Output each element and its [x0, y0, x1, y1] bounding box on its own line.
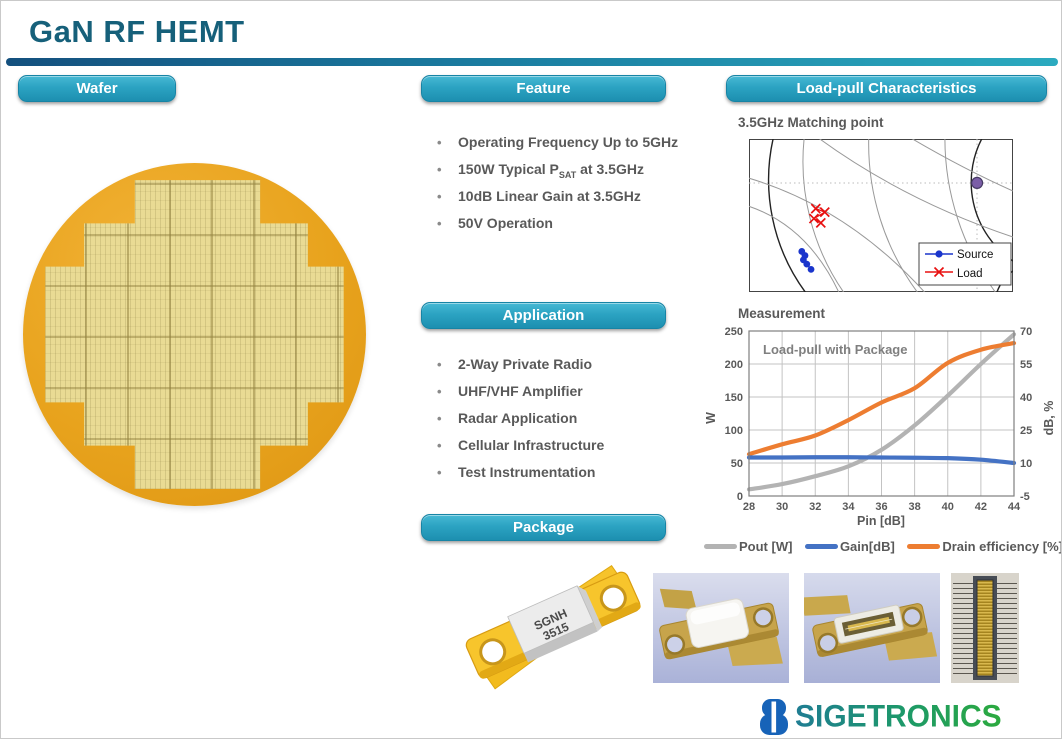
svg-text:55: 55 [1020, 359, 1032, 371]
svg-text:34: 34 [842, 501, 855, 513]
feature-list: Operating Frequency Up to 5GHz 150W Typi… [435, 129, 715, 237]
application-list: 2-Way Private Radio UHF/VHF Amplifier Ra… [435, 351, 715, 486]
pout-line-swatch [704, 544, 737, 549]
efficiency-line-swatch [907, 544, 941, 549]
svg-text:36: 36 [875, 501, 887, 513]
application-item: 2-Way Private Radio [435, 351, 715, 378]
package-body: SGNH 3515 [507, 585, 603, 663]
plot-annotation: Load-pull with Package [763, 342, 907, 357]
section-header-wafer: Wafer [18, 75, 176, 102]
page-title: GaN RF HEMT [29, 14, 245, 49]
wafer-die-grid [45, 180, 344, 489]
measurement-legend: Pout [W] Gain[dB] Drain efficiency [%] [704, 539, 1061, 554]
smith-legend: Source Load [918, 242, 1012, 286]
smith-chart-caption: 3.5GHz Matching point [738, 115, 884, 130]
svg-text:200: 200 [725, 359, 743, 371]
svg-text:30: 30 [776, 501, 788, 513]
svg-text:100: 100 [725, 425, 743, 437]
photo-package-lidded [653, 573, 789, 683]
svg-text:-5: -5 [1020, 491, 1030, 503]
legend-item-pout: Pout [W] [704, 539, 792, 554]
feature-item: Operating Frequency Up to 5GHz [435, 129, 715, 156]
svg-text:50: 50 [731, 458, 743, 470]
svg-text:10: 10 [1020, 458, 1032, 470]
measurement-chart-caption: Measurement [738, 306, 826, 321]
feature-item: 150W Typical PSAT at 3.5GHz [435, 156, 715, 183]
section-header-feature: Feature [421, 75, 666, 102]
smith-legend-source-label: Source [957, 249, 993, 261]
application-item: Radar Application [435, 405, 715, 432]
section-header-loadpull: Load-pull Characteristics [726, 75, 1047, 102]
photo-package-open [804, 573, 940, 683]
package-illustration: SGNH 3515 [465, 564, 641, 690]
feature-item: 50V Operation [435, 210, 715, 237]
title-divider [6, 58, 1058, 66]
measurement-tick-labels: 28 30 32 34 36 38 40 42 44 0 -5 50 10 100 25 150 40 200 55… [725, 326, 1033, 513]
y-axis-left-label: W [704, 412, 718, 424]
svg-text:32: 32 [809, 501, 821, 513]
logo-8-icon [760, 699, 788, 735]
gain-line-swatch [804, 544, 838, 549]
svg-text:42: 42 [975, 501, 987, 513]
svg-text:0: 0 [737, 491, 743, 503]
section-header-application: Application [421, 302, 666, 329]
svg-text:38: 38 [909, 501, 921, 513]
application-item: UHF/VHF Amplifier [435, 378, 715, 405]
wafer-photo [23, 163, 366, 506]
logo-text: SIGETRONICS [795, 699, 1002, 734]
svg-text:150: 150 [725, 392, 743, 404]
svg-text:44: 44 [1008, 501, 1021, 513]
smith-chart: Source Load [749, 139, 1013, 292]
application-item: Test Instrumentation [435, 459, 715, 486]
legend-item-gain: Gain[dB] [804, 539, 895, 554]
svg-text:40: 40 [1020, 392, 1032, 404]
svg-text:40: 40 [942, 501, 954, 513]
x-axis-label: Pin [dB] [857, 514, 905, 528]
legend-item-efficiency: Drain efficiency [%] [907, 539, 1061, 554]
application-item: Cellular Infrastructure [435, 432, 715, 459]
y-axis-right-label: dB, % [1042, 401, 1056, 436]
svg-text:25: 25 [1020, 425, 1032, 437]
measurement-chart: 28 30 32 34 36 38 40 42 44 0 -5 50 10 100 25 150 40 200 55… [704, 326, 1056, 528]
logo: SIGETRONICS [757, 698, 1002, 736]
smith-legend-load-label: Load [957, 268, 983, 280]
section-header-package: Package [421, 514, 666, 541]
svg-text:250: 250 [725, 326, 743, 338]
measurement-curves [746, 332, 1017, 492]
svg-text:28: 28 [743, 501, 755, 513]
smith-data-points [798, 176, 984, 273]
photo-die-wirebonds [951, 573, 1019, 683]
svg-text:70: 70 [1020, 326, 1032, 338]
feature-item: 10dB Linear Gain at 3.5GHz [435, 183, 715, 210]
